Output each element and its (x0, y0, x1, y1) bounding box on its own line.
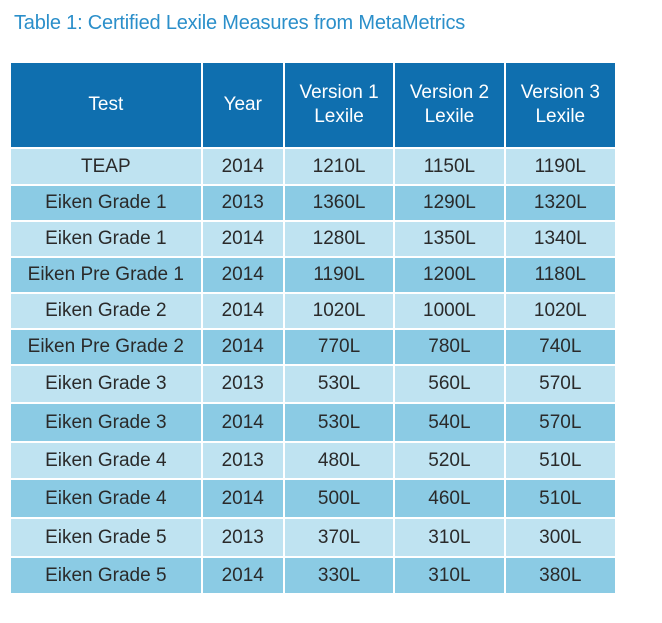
table-row: TEAP 2014 1210L 1150L 1190L (11, 147, 615, 185)
cell-version-1: 530L (283, 402, 396, 442)
cell-year: 2013 (201, 441, 285, 479)
cell-version-1: 530L (283, 364, 396, 403)
cell-year: 2014 (201, 220, 285, 257)
cell-year: 2013 (201, 364, 285, 403)
header-version-3: Version 3 Lexile (504, 63, 615, 148)
header-year: Year (201, 63, 285, 148)
cell-version-1: 480L (283, 441, 396, 479)
header-version-2-label: Version 2 (409, 82, 490, 103)
cell-version-2: 520L (394, 441, 506, 479)
cell-test: Eiken Grade 1 (11, 184, 203, 221)
cell-version-3: 1180L (504, 256, 615, 293)
header-year-label: Year (223, 94, 262, 115)
header-test-label: Test (88, 94, 124, 115)
header-version-2: Version 2 Lexile (394, 63, 506, 148)
header-test: Test (11, 63, 203, 148)
cell-year: 2014 (201, 556, 285, 593)
table-row: Eiken Grade 4 2014 500L 460L 510L (11, 478, 615, 518)
cell-version-2: 310L (394, 517, 506, 557)
cell-year: 2014 (201, 402, 285, 442)
cell-year: 2014 (201, 256, 285, 293)
table-row: Eiken Grade 3 2013 530L 560L 570L (11, 364, 615, 403)
table-row: Eiken Grade 3 2014 530L 540L 570L (11, 402, 615, 442)
cell-version-1: 370L (283, 517, 396, 557)
cell-version-3: 380L (504, 556, 615, 593)
cell-version-3: 510L (504, 441, 615, 479)
cell-year: 2014 (201, 478, 285, 518)
table-caption: Table 1: Certified Lexile Measures from … (14, 12, 466, 34)
header-version-1: Version 1 Lexile (283, 63, 396, 148)
cell-version-3: 1320L (504, 184, 615, 221)
cell-version-2: 460L (394, 478, 506, 518)
cell-version-1: 1210L (283, 147, 396, 185)
table-row: Eiken Grade 4 2013 480L 520L 510L (11, 441, 615, 479)
cell-year: 2013 (201, 184, 285, 221)
table-row: Eiken Grade 1 2013 1360L 1290L 1320L (11, 184, 615, 221)
cell-version-1: 1190L (283, 256, 396, 293)
table-body: TEAP 2014 1210L 1150L 1190L Eiken Grade 1 2013… (11, 147, 615, 593)
cell-version-2: 1200L (394, 256, 506, 293)
table-row: Eiken Grade 5 2014 330L 310L 380L (11, 556, 615, 593)
cell-test: Eiken Grade 4 (11, 441, 203, 479)
cell-version-3: 1020L (504, 292, 615, 329)
cell-test: Eiken Grade 4 (11, 478, 203, 518)
cell-version-1: 500L (283, 478, 396, 518)
cell-test: Eiken Pre Grade 2 (11, 328, 203, 365)
cell-version-1: 770L (283, 328, 396, 365)
table-row: Eiken Grade 2 2014 1020L 1000L 1020L (11, 292, 615, 329)
cell-test: Eiken Grade 3 (11, 364, 203, 403)
cell-version-3: 300L (504, 517, 615, 557)
cell-test: Eiken Pre Grade 1 (11, 256, 203, 293)
cell-test: Eiken Grade 5 (11, 556, 203, 593)
header-version-1-sublabel: Lexile (314, 106, 364, 127)
cell-version-2: 1290L (394, 184, 506, 221)
cell-year: 2014 (201, 328, 285, 365)
cell-test: TEAP (11, 147, 203, 185)
header-version-3-label: Version 3 (520, 82, 600, 103)
cell-year: 2013 (201, 517, 285, 557)
table-header-row: Test Year Version 1 Lexile Version 2 Lexil… (11, 63, 615, 148)
cell-version-2: 560L (394, 364, 506, 403)
cell-version-2: 310L (394, 556, 506, 593)
cell-test: Eiken Grade 1 (11, 220, 203, 257)
cell-year: 2014 (201, 292, 285, 329)
header-version-1-label: Version 1 (299, 82, 379, 103)
cell-version-2: 780L (394, 328, 506, 365)
cell-version-2: 1350L (394, 220, 506, 257)
cell-version-3: 1190L (504, 147, 615, 185)
table-row: Eiken Grade 1 2014 1280L 1350L 1340L (11, 220, 615, 257)
cell-year: 2014 (201, 147, 285, 185)
cell-version-3: 570L (504, 364, 615, 403)
cell-version-1: 1020L (283, 292, 396, 329)
header-version-2-sublabel: Lexile (424, 106, 475, 127)
cell-version-2: 1150L (394, 147, 506, 185)
cell-version-1: 1360L (283, 184, 396, 221)
lexile-measures-table: Test Year Version 1 Lexile Version 2 Lexil… (11, 63, 615, 593)
header-version-3-sublabel: Lexile (535, 106, 586, 127)
cell-test: Eiken Grade 3 (11, 402, 203, 442)
cell-version-1: 330L (283, 556, 396, 593)
cell-version-3: 1340L (504, 220, 615, 257)
table-row: Eiken Grade 5 2013 370L 310L 300L (11, 517, 615, 557)
cell-version-2: 540L (394, 402, 506, 442)
table-row: Eiken Pre Grade 1 2014 1190L 1200L 1180L (11, 256, 615, 293)
cell-version-1: 1280L (283, 220, 396, 257)
cell-version-3: 740L (504, 328, 615, 365)
cell-test: Eiken Grade 5 (11, 517, 203, 557)
cell-test: Eiken Grade 2 (11, 292, 203, 329)
table-row: Eiken Pre Grade 2 2014 770L 780L 740L (11, 328, 615, 365)
cell-version-3: 570L (504, 402, 615, 442)
cell-version-2: 1000L (394, 292, 506, 329)
cell-version-3: 510L (504, 478, 615, 518)
